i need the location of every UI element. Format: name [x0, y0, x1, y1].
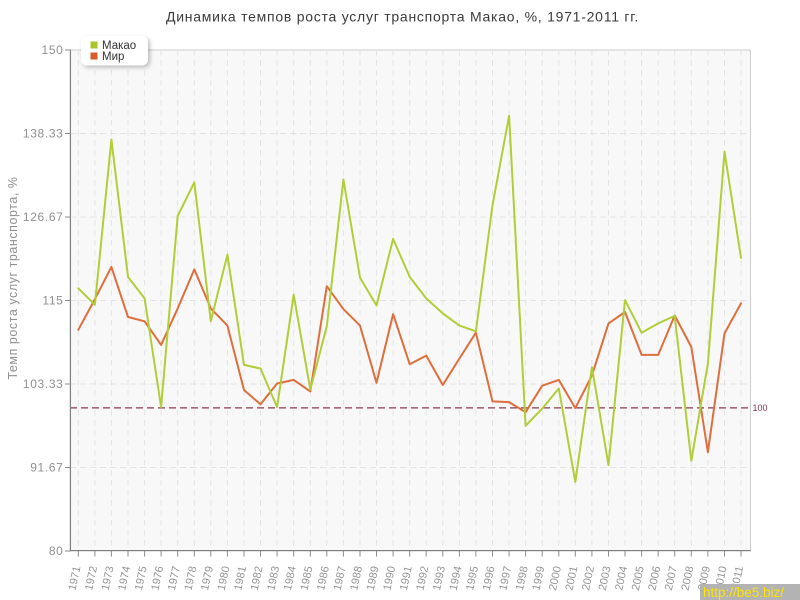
svg-text:1977: 1977	[166, 565, 183, 591]
svg-text:80: 80	[49, 544, 64, 558]
svg-text:1994: 1994	[448, 565, 465, 591]
svg-text:1987: 1987	[332, 565, 349, 591]
svg-text:1990: 1990	[381, 565, 398, 591]
svg-text:150: 150	[42, 43, 64, 57]
svg-text:2003: 2003	[597, 565, 614, 591]
svg-text:1999: 1999	[531, 565, 548, 591]
svg-text:1981: 1981	[232, 565, 249, 591]
svg-text:Макао: Макао	[102, 40, 136, 52]
svg-text:2008: 2008	[680, 565, 697, 591]
svg-text:2006: 2006	[647, 565, 664, 591]
svg-text:1974: 1974	[116, 565, 133, 591]
svg-text:91.67: 91.67	[30, 461, 63, 475]
svg-text:1983: 1983	[265, 565, 282, 591]
svg-text:2005: 2005	[630, 565, 647, 591]
svg-text:1973: 1973	[100, 565, 117, 591]
svg-text:2007: 2007	[663, 565, 680, 591]
svg-text:1985: 1985	[299, 565, 316, 591]
svg-text:http://be5.biz/: http://be5.biz/	[703, 585, 784, 600]
svg-text:1976: 1976	[149, 565, 166, 591]
svg-text:103.33: 103.33	[23, 377, 64, 391]
svg-text:1978: 1978	[183, 565, 200, 591]
svg-text:138.33: 138.33	[23, 127, 64, 141]
svg-text:1995: 1995	[464, 565, 481, 591]
svg-text:2001: 2001	[564, 565, 581, 591]
svg-text:1984: 1984	[282, 565, 299, 591]
svg-text:Темп роста услуг транспорта, %: Темп роста услуг транспорта, %	[6, 176, 20, 379]
svg-text:1972: 1972	[83, 565, 100, 591]
svg-text:1998: 1998	[514, 565, 531, 591]
svg-text:100: 100	[753, 403, 768, 413]
svg-text:1979: 1979	[199, 565, 216, 591]
svg-text:1986: 1986	[315, 565, 332, 591]
svg-text:2000: 2000	[547, 565, 564, 591]
svg-text:126.67: 126.67	[23, 210, 64, 224]
svg-text:1988: 1988	[348, 565, 365, 591]
svg-text:2002: 2002	[580, 565, 597, 591]
svg-text:1996: 1996	[481, 565, 498, 591]
svg-text:1991: 1991	[398, 565, 415, 591]
svg-text:2004: 2004	[613, 565, 630, 591]
svg-text:1982: 1982	[249, 565, 266, 591]
svg-text:1989: 1989	[365, 565, 382, 591]
svg-text:Динамика темпов роста услуг тр: Динамика темпов роста услуг транспорта М…	[166, 9, 639, 25]
svg-text:115: 115	[42, 294, 63, 308]
svg-text:1992: 1992	[415, 565, 432, 591]
svg-text:1975: 1975	[133, 565, 150, 591]
svg-text:1971: 1971	[67, 565, 84, 591]
svg-text:1997: 1997	[497, 565, 514, 591]
svg-text:Мир: Мир	[102, 51, 124, 63]
svg-text:1993: 1993	[431, 565, 448, 591]
svg-text:1980: 1980	[216, 565, 233, 591]
